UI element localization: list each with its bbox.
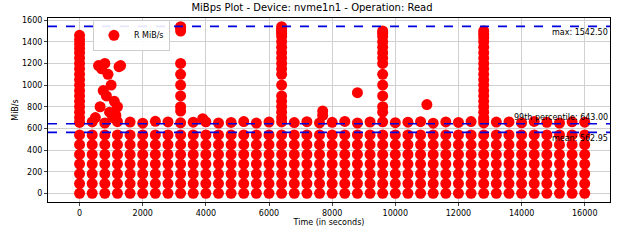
svg-text:Time (in seconds): Time (in seconds) [293,218,365,227]
svg-text:R MiB/s: R MiB/s [134,31,164,40]
svg-text:2000: 2000 [133,209,153,218]
svg-text:max: 1542.50: max: 1542.50 [552,28,608,37]
svg-text:6000: 6000 [259,209,279,218]
svg-text:10000: 10000 [383,209,408,218]
svg-text:16000: 16000 [572,209,597,218]
svg-text:600: 600 [27,124,42,133]
svg-text:99th percentile: 643.00: 99th percentile: 643.00 [514,113,608,122]
svg-text:1600: 1600 [22,16,42,25]
svg-text:200: 200 [27,167,42,176]
svg-text:MiBps Plot - Device: nvme1n1 -: MiBps Plot - Device: nvme1n1 - Operation… [191,2,432,13]
svg-text:14000: 14000 [509,209,534,218]
svg-text:MiB/s: MiB/s [11,99,20,120]
svg-text:0: 0 [37,189,42,198]
svg-text:4000: 4000 [196,209,216,218]
svg-text:1200: 1200 [22,59,42,68]
svg-text:800: 800 [27,103,42,112]
svg-text:0: 0 [77,209,82,218]
svg-text:8000: 8000 [322,209,342,218]
svg-text:1000: 1000 [22,81,42,90]
svg-text:1400: 1400 [22,38,42,47]
svg-text:400: 400 [27,146,42,155]
svg-text:mean: 562.95: mean: 562.95 [552,134,608,143]
svg-text:12000: 12000 [446,209,471,218]
